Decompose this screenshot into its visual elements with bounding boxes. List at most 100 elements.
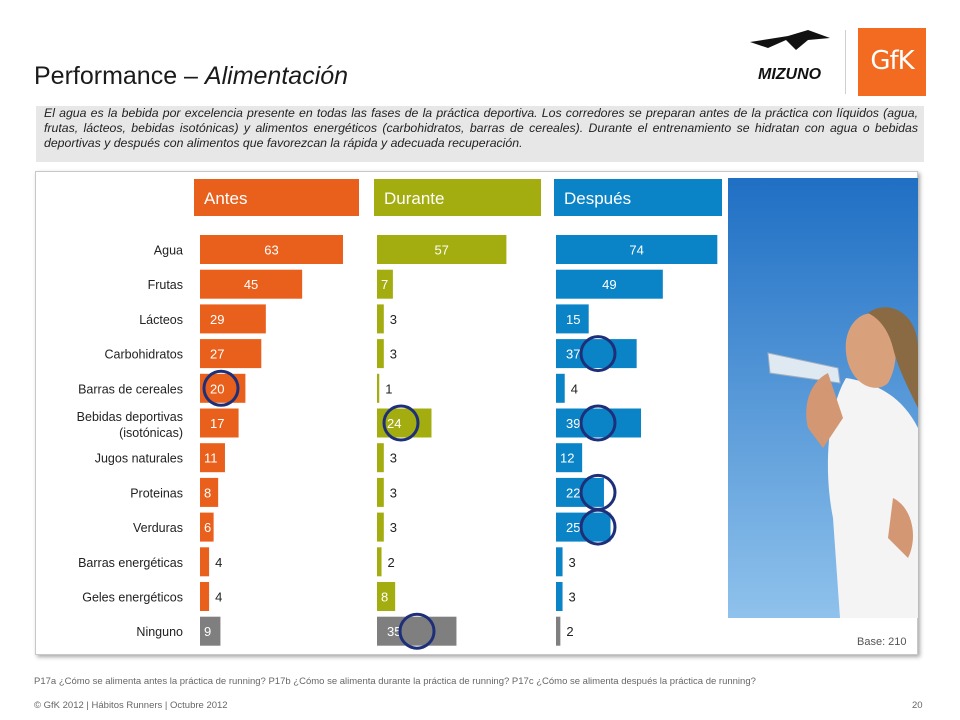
- data-label-antes-ninguno: 9: [204, 624, 211, 639]
- bar-despues-ninguno: [556, 616, 561, 646]
- bar-antes-lacteos: [200, 304, 266, 334]
- data-label-despues-barras-energeticas: 3: [569, 555, 576, 570]
- category-label-carbohidratos: Carbohidratos: [104, 348, 183, 362]
- bar-despues-agua: [556, 235, 718, 264]
- page-title: Performance – Alimentación: [34, 62, 348, 91]
- bar-durante-agua: [377, 235, 507, 264]
- series-header-label-durante: Durante: [384, 189, 444, 208]
- data-label-antes-bebidas-deportivas-isotonicas: 17: [210, 416, 224, 431]
- runner-photo: [728, 178, 918, 618]
- bar-antes-verduras: [200, 512, 214, 542]
- category-label-bebidas-deportivas-isotonicas-line2: (isotónicas): [119, 426, 183, 440]
- data-label-antes-lacteos: 29: [210, 312, 224, 327]
- bar-antes-frutas: [200, 269, 303, 299]
- highlight-circle-antes-barras-de-cereales: [202, 369, 240, 407]
- gfk-logo: GfK: [858, 28, 926, 96]
- data-label-despues-jugos-naturales: 12: [560, 451, 574, 466]
- bar-antes-jugos-naturales: [200, 443, 225, 473]
- data-label-despues-ninguno: 2: [566, 624, 573, 639]
- data-label-durante-verduras: 3: [390, 520, 397, 535]
- data-label-despues-carbohidratos: 37: [566, 347, 580, 362]
- title-italic: Alimentación: [204, 62, 349, 90]
- data-label-durante-barras-de-cereales: 1: [385, 381, 392, 396]
- highlight-circle-despues-verduras: [579, 508, 617, 546]
- bar-antes-carbohidratos: [200, 339, 262, 369]
- category-label-geles-energeticos: Geles energéticos: [82, 591, 183, 605]
- bar-durante-proteinas: [377, 477, 384, 507]
- mizuno-wordmark: MIZUNO: [758, 66, 822, 83]
- data-label-durante-ninguno: 35: [387, 624, 401, 639]
- data-label-antes-agua: 63: [264, 243, 278, 258]
- data-label-despues-lacteos: 15: [566, 312, 580, 327]
- logo-divider: [845, 30, 846, 94]
- base-note: Base: 210: [857, 636, 907, 648]
- bar-antes-geles-energeticos: [200, 582, 210, 611]
- bar-durante-barras-energeticas: [377, 547, 382, 577]
- data-label-durante-bebidas-deportivas-isotonicas: 24: [387, 416, 401, 431]
- bar-durante-carbohidratos: [377, 339, 384, 369]
- bar-durante-verduras: [377, 512, 384, 542]
- runner-drinking-image: [728, 178, 918, 618]
- data-label-antes-jugos-naturales: 11: [204, 451, 218, 466]
- data-label-antes-barras-energeticas: 4: [215, 555, 222, 570]
- category-label-proteinas: Proteinas: [130, 486, 183, 500]
- data-label-despues-verduras: 25: [566, 520, 580, 535]
- series-header-durante: [374, 179, 541, 216]
- highlight-circle-durante-bebidas-deportivas-isotonicas: [382, 404, 420, 442]
- category-label-verduras: Verduras: [133, 521, 183, 535]
- category-label-ninguno: Ninguno: [136, 625, 183, 639]
- data-label-durante-barras-energeticas: 2: [388, 555, 395, 570]
- series-header-label-despues: Después: [564, 189, 631, 208]
- intro-text: El agua es la bebida por excelencia pres…: [36, 106, 924, 162]
- bar-antes-ninguno: [200, 616, 221, 646]
- category-label-jugos-naturales: Jugos naturales: [95, 452, 183, 466]
- series-header-label-antes: Antes: [204, 189, 247, 208]
- page-number: 20: [912, 700, 923, 711]
- bar-durante-geles-energeticos: [377, 582, 396, 611]
- data-label-antes-barras-de-cereales: 20: [210, 381, 224, 396]
- category-label-lacteos: Lácteos: [139, 313, 183, 327]
- data-label-despues-frutas: 49: [602, 277, 616, 292]
- highlight-circle-durante-ninguno: [398, 612, 436, 650]
- data-label-antes-verduras: 6: [204, 520, 211, 535]
- bar-despues-lacteos: [556, 304, 589, 334]
- category-label-frutas: Frutas: [148, 278, 183, 292]
- series-header-antes: [194, 179, 359, 216]
- bar-despues-carbohidratos: [556, 339, 637, 369]
- bar-antes-bebidas-deportivas-isotonicas: [200, 408, 239, 438]
- bar-despues-barras-energeticas: [556, 547, 563, 577]
- data-label-antes-proteinas: 8: [204, 485, 211, 500]
- category-label-bebidas-deportivas-isotonicas: Bebidas deportivas: [77, 410, 183, 424]
- gfk-wordmark: GfK: [870, 46, 914, 76]
- mizuno-runbird-icon: [750, 30, 830, 50]
- category-label-barras-energeticas: Barras energéticas: [78, 556, 183, 570]
- highlight-circle-despues-bebidas-deportivas-isotonicas: [579, 404, 617, 442]
- data-label-despues-bebidas-deportivas-isotonicas: 39: [566, 416, 580, 431]
- bar-antes-barras-energeticas: [200, 547, 210, 577]
- bar-despues-geles-energeticos: [556, 582, 563, 611]
- data-label-antes-geles-energeticos: 4: [215, 590, 222, 605]
- bar-durante-frutas: [377, 269, 393, 299]
- series-header-despues: [554, 179, 722, 216]
- data-label-antes-carbohidratos: 27: [210, 347, 224, 362]
- data-label-despues-proteinas: 22: [566, 485, 580, 500]
- data-label-durante-proteinas: 3: [390, 485, 397, 500]
- bar-durante-barras-de-cereales: [377, 373, 380, 403]
- bar-despues-bebidas-deportivas-isotonicas: [556, 408, 642, 438]
- category-label-agua: Agua: [154, 244, 183, 258]
- bar-antes-proteinas: [200, 477, 219, 507]
- mizuno-logo: [748, 28, 928, 100]
- data-label-despues-geles-energeticos: 3: [569, 590, 576, 605]
- data-label-despues-barras-de-cereales: 4: [571, 381, 578, 396]
- bar-durante-ninguno: [377, 616, 457, 646]
- bar-antes-agua: [200, 235, 344, 264]
- bar-despues-barras-de-cereales: [556, 373, 565, 403]
- data-label-despues-agua: 74: [629, 243, 643, 258]
- data-label-durante-jugos-naturales: 3: [390, 451, 397, 466]
- bar-despues-frutas: [556, 269, 663, 299]
- category-label-barras-de-cereales: Barras de cereales: [78, 382, 183, 396]
- bar-durante-lacteos: [377, 304, 384, 334]
- footnote-questions: P17a ¿Cómo se alimenta antes la práctica…: [34, 676, 756, 687]
- data-label-durante-carbohidratos: 3: [390, 347, 397, 362]
